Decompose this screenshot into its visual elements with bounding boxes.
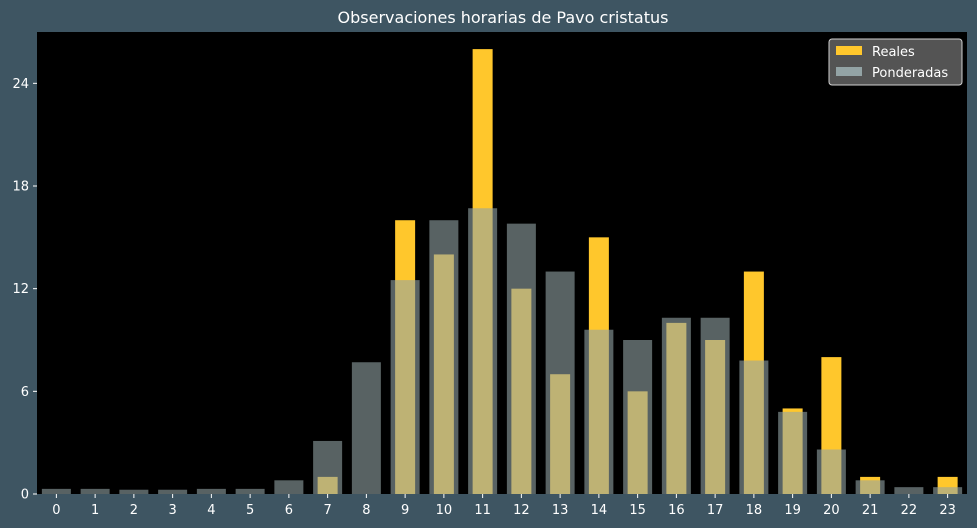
bar-ponderadas-21	[855, 480, 885, 494]
x-tick-label-2: 2	[130, 503, 138, 518]
bar-ponderadas-9	[390, 280, 420, 494]
x-axis: 0 1 2 3 4 5 6 7 8 9 10 11 12 13 14 15 16 17 18 19 20 21 22 23	[52, 494, 956, 518]
y-tick-label-6: 6	[21, 385, 29, 400]
bar-ponderadas-14	[584, 329, 614, 494]
x-tick-label-12: 12	[513, 503, 530, 518]
legend-label-ponderadas: Ponderadas	[872, 66, 948, 81]
chart-title: Observaciones horarias de Pavo cristatus	[338, 8, 669, 27]
x-tick-label-19: 19	[784, 503, 801, 518]
bar-ponderadas-20	[816, 449, 846, 494]
legend: Reales Ponderadas	[828, 38, 963, 86]
bar-ponderadas-16	[661, 317, 691, 494]
legend-box	[828, 38, 963, 86]
x-tick-label-4: 4	[207, 503, 215, 518]
x-tick-label-0: 0	[52, 503, 60, 518]
y-tick-label-12: 12	[12, 282, 29, 297]
x-tick-label-1: 1	[91, 503, 99, 518]
bar-ponderadas-3	[158, 489, 188, 494]
y-tick-label-0: 0	[21, 488, 29, 503]
x-tick-label-17: 17	[707, 503, 724, 518]
series-ponderadas	[41, 208, 963, 494]
x-tick-label-20: 20	[823, 503, 840, 518]
x-tick-label-18: 18	[746, 503, 763, 518]
bar-ponderadas-4	[196, 488, 226, 494]
bar-ponderadas-11	[468, 208, 498, 494]
bar-ponderadas-10	[429, 220, 459, 494]
x-tick-label-3: 3	[168, 503, 176, 518]
bar-ponderadas-5	[235, 488, 265, 494]
bar-ponderadas-17	[700, 317, 730, 494]
x-tick-label-7: 7	[323, 503, 331, 518]
bar-ponderadas-2	[119, 489, 149, 494]
legend-label-reales: Reales	[872, 45, 915, 60]
x-tick-label-6: 6	[285, 503, 293, 518]
bar-ponderadas-22	[894, 487, 924, 494]
y-axis: 0 6 12 18 24	[12, 77, 37, 503]
x-tick-label-10: 10	[436, 503, 453, 518]
bar-ponderadas-1	[80, 488, 110, 494]
x-tick-label-9: 9	[401, 503, 409, 518]
bar-ponderadas-13	[545, 271, 575, 494]
y-tick-label-18: 18	[12, 180, 29, 195]
x-tick-label-13: 13	[552, 503, 569, 518]
bar-ponderadas-19	[778, 411, 808, 494]
plot-area	[37, 32, 967, 494]
x-tick-label-5: 5	[246, 503, 254, 518]
x-tick-label-14: 14	[591, 503, 608, 518]
legend-swatch-ponderadas	[836, 67, 862, 76]
bar-ponderadas-7	[313, 440, 343, 494]
bar-ponderadas-15	[623, 340, 653, 494]
x-tick-label-23: 23	[939, 503, 956, 518]
x-tick-label-22: 22	[901, 503, 918, 518]
x-tick-label-16: 16	[668, 503, 685, 518]
bar-ponderadas-18	[739, 360, 769, 494]
bar-ponderadas-8	[351, 362, 381, 494]
legend-swatch-reales	[836, 46, 862, 55]
bar-ponderadas-23	[933, 487, 963, 494]
bar-ponderadas-6	[274, 480, 304, 494]
y-tick-label-24: 24	[12, 77, 29, 92]
x-tick-label-15: 15	[629, 503, 646, 518]
x-tick-label-11: 11	[474, 503, 491, 518]
x-tick-label-8: 8	[362, 503, 370, 518]
bar-ponderadas-12	[506, 223, 536, 494]
x-tick-label-21: 21	[862, 503, 879, 518]
bar-ponderadas-0	[41, 488, 71, 494]
